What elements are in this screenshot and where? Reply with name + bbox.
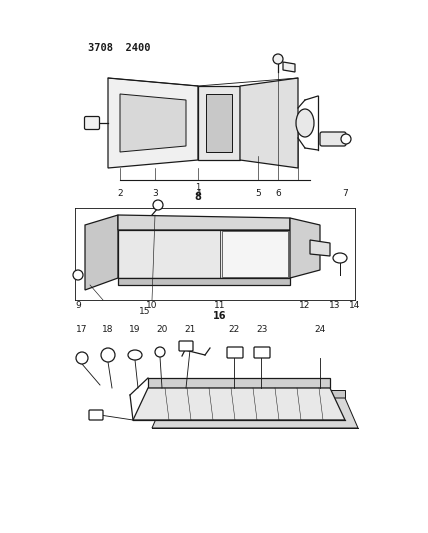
Circle shape bbox=[76, 352, 88, 364]
Polygon shape bbox=[240, 78, 298, 168]
Text: 19: 19 bbox=[129, 326, 141, 335]
Circle shape bbox=[153, 200, 163, 210]
Text: 9: 9 bbox=[75, 301, 81, 310]
Text: 20: 20 bbox=[156, 326, 168, 335]
Text: 4: 4 bbox=[195, 189, 201, 198]
Polygon shape bbox=[310, 240, 330, 256]
Polygon shape bbox=[133, 388, 345, 420]
Polygon shape bbox=[152, 398, 358, 428]
Text: 16: 16 bbox=[213, 311, 227, 321]
FancyBboxPatch shape bbox=[84, 117, 99, 130]
Text: 23: 23 bbox=[256, 326, 268, 335]
Polygon shape bbox=[290, 218, 320, 278]
FancyBboxPatch shape bbox=[179, 341, 193, 351]
Circle shape bbox=[341, 134, 351, 144]
Polygon shape bbox=[85, 215, 118, 290]
FancyBboxPatch shape bbox=[89, 410, 103, 420]
FancyBboxPatch shape bbox=[254, 347, 270, 358]
Text: 15: 15 bbox=[139, 308, 151, 317]
Text: 6: 6 bbox=[275, 189, 281, 198]
Ellipse shape bbox=[333, 253, 347, 263]
Ellipse shape bbox=[296, 109, 314, 137]
Polygon shape bbox=[120, 94, 186, 152]
Text: 1: 1 bbox=[195, 183, 201, 192]
Polygon shape bbox=[222, 231, 288, 277]
Polygon shape bbox=[118, 215, 290, 230]
Text: 3: 3 bbox=[152, 189, 158, 198]
Polygon shape bbox=[165, 390, 345, 398]
Circle shape bbox=[101, 348, 115, 362]
Polygon shape bbox=[148, 378, 330, 388]
Text: 12: 12 bbox=[299, 301, 311, 310]
Polygon shape bbox=[118, 230, 290, 278]
Polygon shape bbox=[198, 86, 240, 160]
Circle shape bbox=[155, 347, 165, 357]
Polygon shape bbox=[283, 62, 295, 72]
Polygon shape bbox=[118, 278, 290, 285]
Text: 2: 2 bbox=[117, 189, 123, 198]
Text: 3708  2400: 3708 2400 bbox=[88, 43, 151, 53]
Polygon shape bbox=[206, 94, 232, 152]
Text: 14: 14 bbox=[349, 301, 361, 310]
Text: 21: 21 bbox=[184, 326, 196, 335]
Polygon shape bbox=[108, 78, 198, 168]
Text: 5: 5 bbox=[255, 189, 261, 198]
Text: 7: 7 bbox=[342, 189, 348, 198]
Ellipse shape bbox=[128, 350, 142, 360]
Circle shape bbox=[273, 54, 283, 64]
FancyBboxPatch shape bbox=[320, 132, 346, 146]
Text: 13: 13 bbox=[329, 301, 341, 310]
Text: 24: 24 bbox=[315, 326, 326, 335]
Text: 18: 18 bbox=[102, 326, 114, 335]
Text: 8: 8 bbox=[195, 192, 202, 202]
Text: 11: 11 bbox=[214, 301, 226, 310]
Text: 17: 17 bbox=[76, 326, 88, 335]
Text: 10: 10 bbox=[146, 301, 158, 310]
FancyBboxPatch shape bbox=[227, 347, 243, 358]
Text: 22: 22 bbox=[229, 326, 240, 335]
Circle shape bbox=[73, 270, 83, 280]
